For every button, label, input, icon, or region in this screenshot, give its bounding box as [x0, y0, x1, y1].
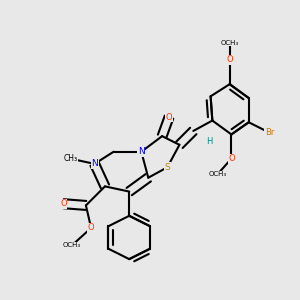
Text: H: H: [206, 137, 212, 146]
Text: OCH₃: OCH₃: [63, 242, 81, 248]
Text: N: N: [91, 159, 98, 168]
Text: CH₃: CH₃: [63, 154, 77, 163]
Text: O: O: [228, 154, 235, 163]
Text: O: O: [60, 199, 67, 208]
Text: O: O: [226, 56, 233, 64]
Text: OCH₃: OCH₃: [208, 171, 226, 177]
Text: S: S: [164, 163, 170, 172]
Text: O: O: [88, 224, 94, 232]
Text: Br: Br: [265, 128, 274, 137]
Text: O: O: [166, 112, 172, 122]
Text: N: N: [138, 147, 145, 156]
Text: OCH₃: OCH₃: [220, 40, 239, 46]
